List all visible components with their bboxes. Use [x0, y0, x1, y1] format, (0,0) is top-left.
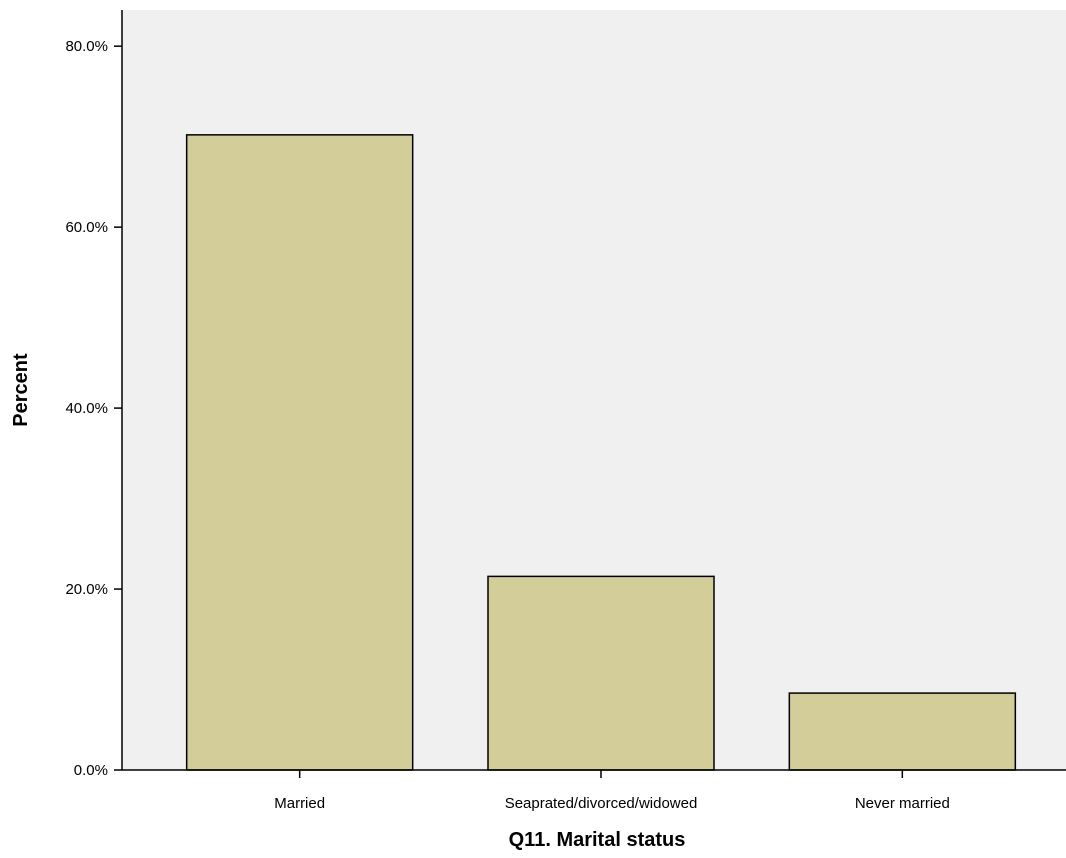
- bar: [185, 134, 414, 771]
- bar: [487, 575, 715, 771]
- y-tick-label: 20.0%: [65, 581, 108, 598]
- y-tick-label: 40.0%: [65, 400, 108, 417]
- x-axis-title: Q11. Marital status: [509, 829, 686, 851]
- y-axis-ticks: 0.0% 20.0% 40.0% 60.0% 80.0%: [65, 38, 122, 779]
- x-axis-ticks: Married Seaprated/divorced/widowed Never m…: [274, 770, 950, 812]
- y-axis-title: Percent: [10, 353, 32, 427]
- x-tick-label: Married: [274, 795, 325, 812]
- x-tick-label: Seaprated/divorced/widowed: [505, 795, 698, 812]
- bar: [788, 692, 1017, 771]
- y-tick-label: 80.0%: [65, 38, 108, 55]
- x-tick-label: Never married: [855, 795, 950, 812]
- y-tick-label: 0.0%: [74, 762, 108, 779]
- y-tick-label: 60.0%: [65, 219, 108, 236]
- bars-group: [185, 134, 1017, 771]
